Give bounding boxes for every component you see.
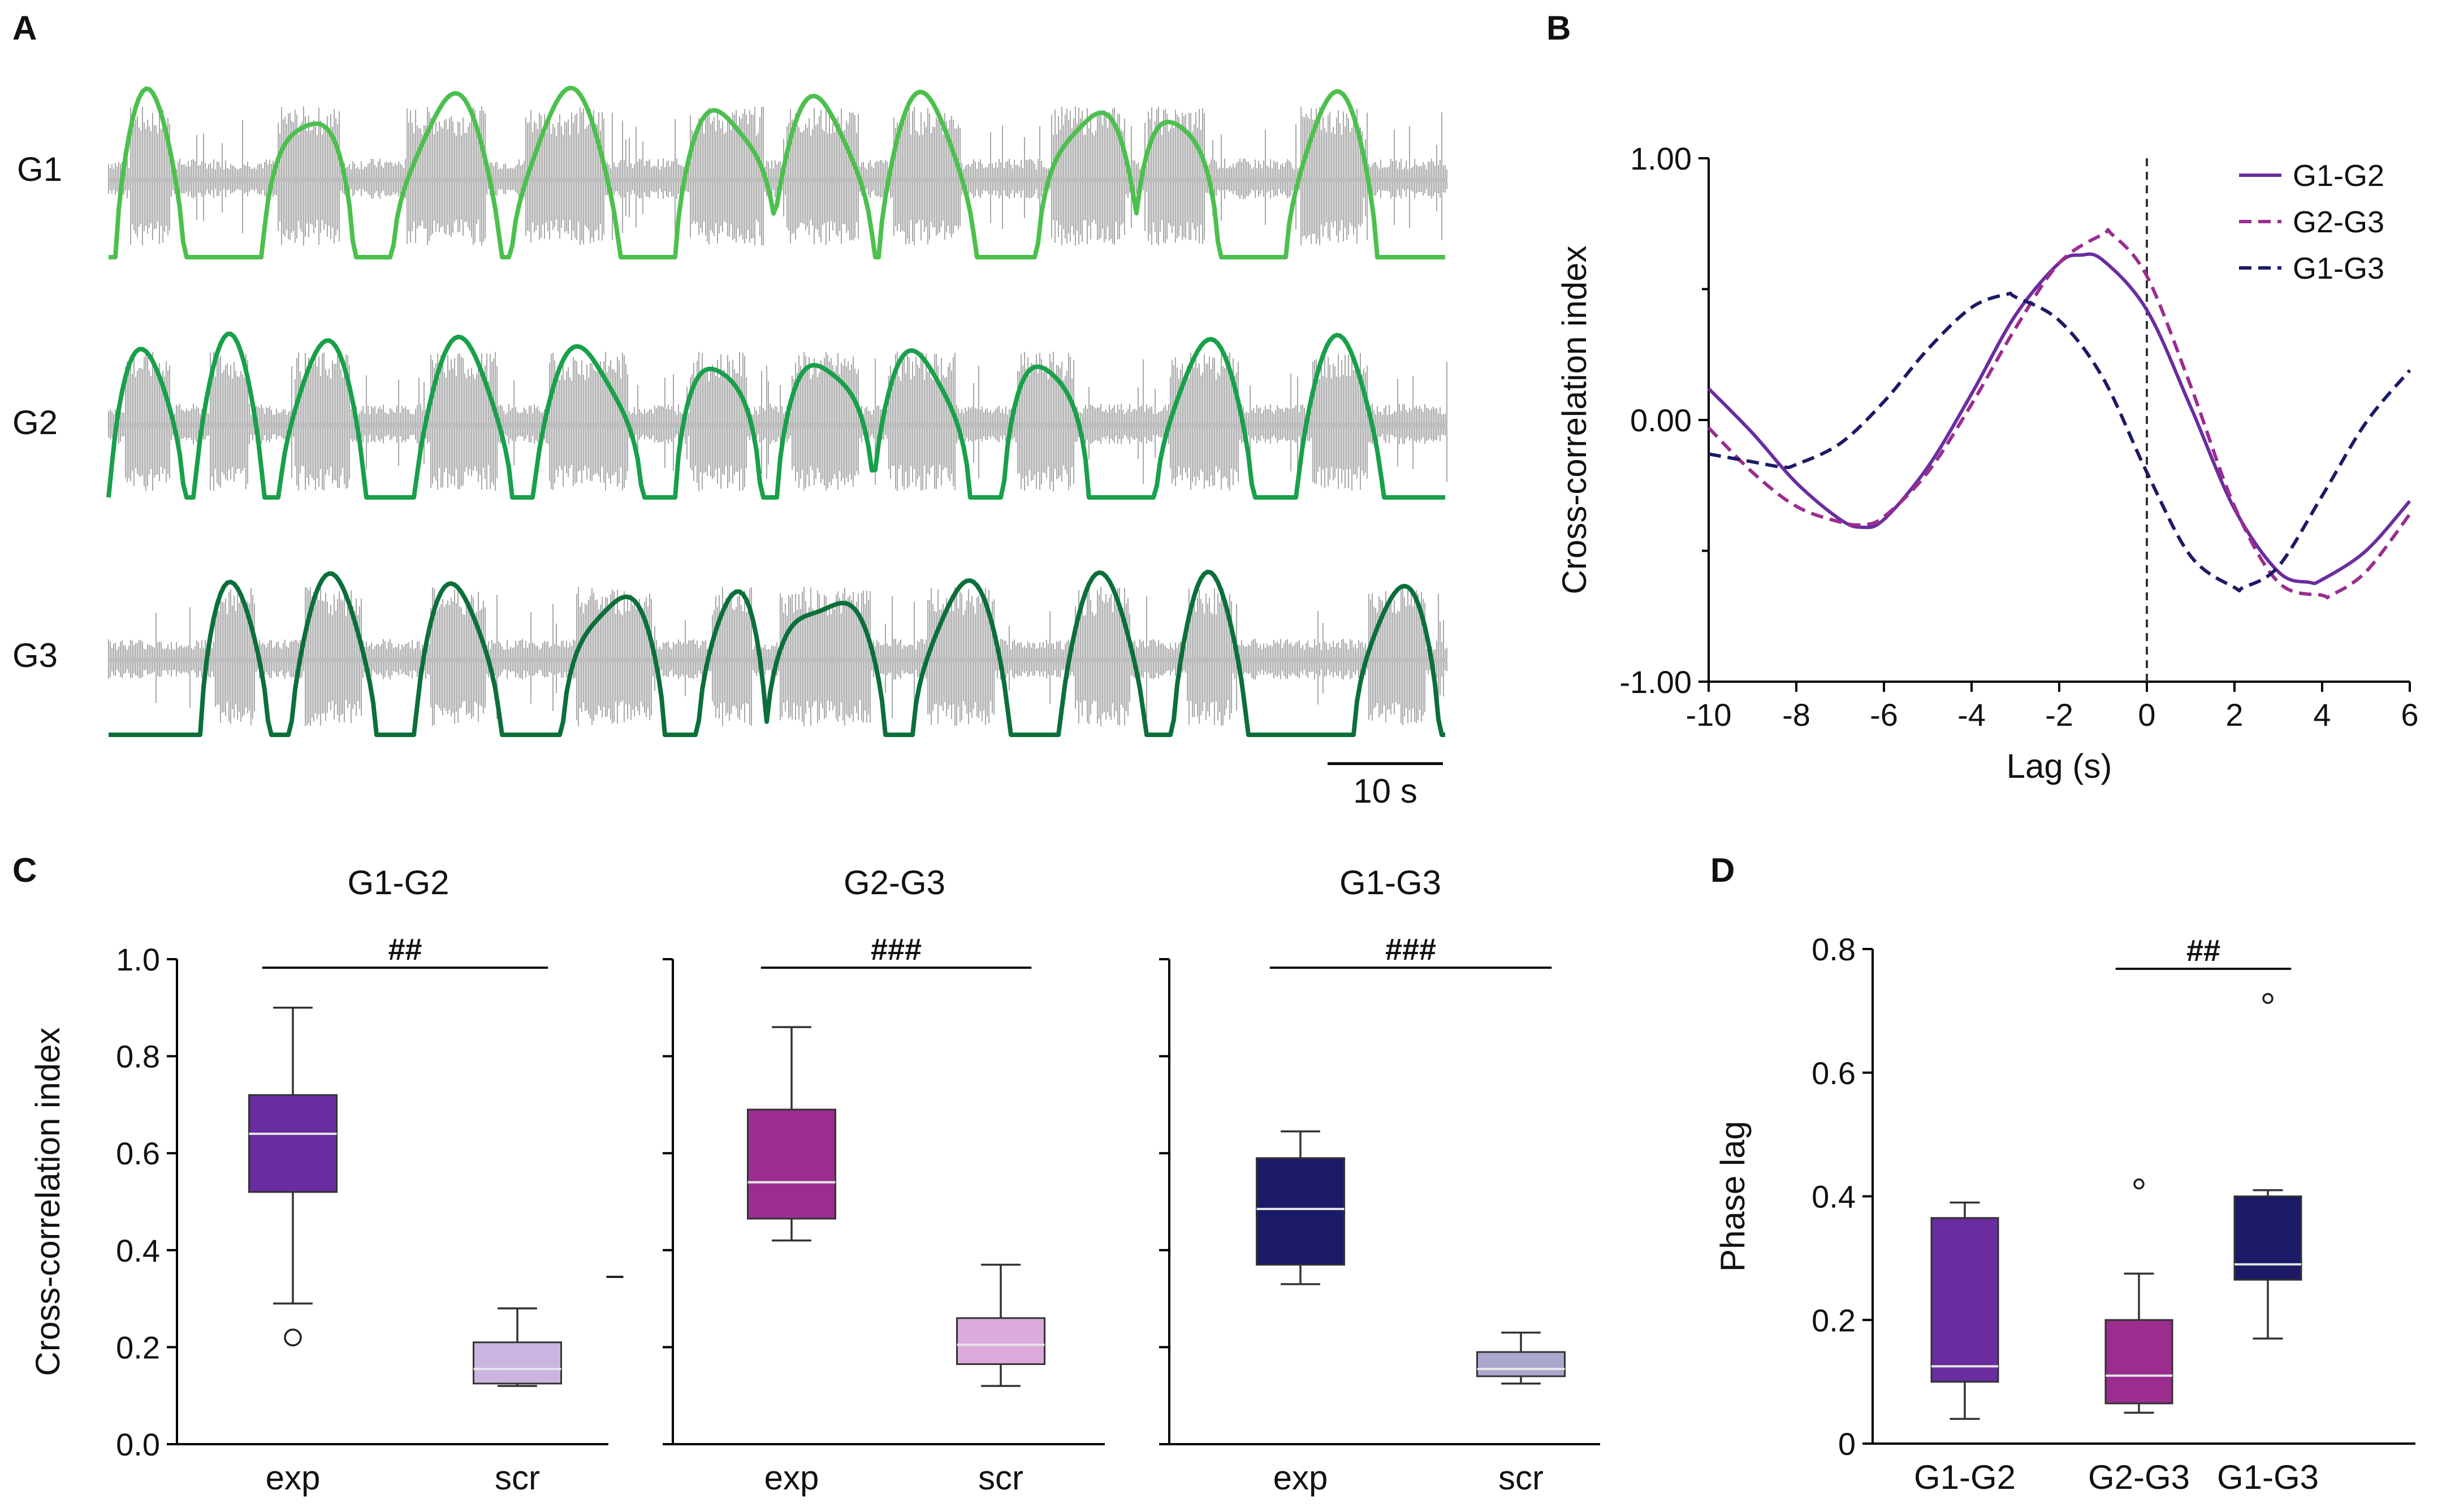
scale-bar-label: 10 s <box>1353 772 1417 810</box>
outlier-point <box>2262 993 2274 1004</box>
trace-label-g3: G3 <box>12 636 58 674</box>
ytick-label: 1.0 <box>116 942 160 977</box>
x-category-label: G2-G3 <box>2088 1458 2190 1496</box>
c-y-axis-label: Cross-correlation index <box>29 1028 67 1376</box>
ytick-label: 0.6 <box>1812 1055 1856 1091</box>
envelope-g1 <box>109 85 1445 259</box>
b-xtick-label: 2 <box>2225 697 2243 733</box>
envelope-g3 <box>109 569 1445 737</box>
box-exp <box>1256 1157 1345 1266</box>
b-ytick-label: -1.00 <box>1619 664 1692 700</box>
box-exp <box>248 1094 338 1193</box>
significance-label: ### <box>871 933 922 967</box>
ytick-label: 0.2 <box>116 1329 160 1365</box>
ytick-label: 0 <box>1838 1426 1856 1462</box>
x-category-label: G1-G2 <box>1914 1458 2016 1496</box>
panel-b-cross-correlation: -1.00 0.00 1.00 -10 -8 -6 -4 -2 0 2 4 6 Lag (s) Cross… <box>1555 141 2419 785</box>
b-series-line-g2-g3 <box>1707 228 2411 600</box>
subplot-title: G1-G3 <box>1339 864 1441 902</box>
b-xtick-label: -6 <box>1870 697 1898 733</box>
panel-a-traces: G1 G2 G3 10 s <box>12 85 1447 810</box>
b-ytick-label: 0.00 <box>1630 402 1692 438</box>
outlier-point <box>2133 1178 2145 1190</box>
d-y-axis-label: Phase lag <box>1714 1121 1752 1272</box>
b-series-line-g1-g3 <box>1708 291 2411 593</box>
trace-label-g1: G1 <box>17 150 62 188</box>
b-ytick-label: 1.00 <box>1630 141 1692 176</box>
panel-d-phase-lag: 0 0.2 0.4 0.6 0.8 G1-G2 G2-G3 G1-G3 ## Phase lag <box>1714 932 2415 1496</box>
box-G1-G3 <box>2233 1195 2302 1281</box>
ytick-label: 0.6 <box>116 1136 160 1171</box>
raw-trace-g1 <box>108 106 1447 246</box>
panel-label-a: A <box>12 9 37 47</box>
ytick-label: 0.4 <box>116 1233 160 1268</box>
box-G1-G2 <box>1930 1217 1999 1383</box>
b-x-axis-label: Lag (s) <box>2007 747 2112 785</box>
subplot-title: G2-G3 <box>844 864 945 902</box>
ytick-label: 0.8 <box>1812 932 1856 967</box>
b-y-axis-label: Cross-correlation index <box>1555 246 1593 595</box>
b-xtick-label: -2 <box>2045 697 2073 733</box>
subplot-title: G1-G2 <box>347 864 449 902</box>
ytick-label: 0.4 <box>1812 1179 1856 1215</box>
x-category-label: scr <box>1498 1459 1544 1497</box>
b-xtick-label: -4 <box>1957 697 1986 733</box>
outlier-point <box>284 1328 302 1346</box>
trace-label-g2: G2 <box>12 404 58 441</box>
x-category-label: exp <box>764 1459 819 1497</box>
panel-label-d: D <box>1710 851 1735 889</box>
x-category-label: exp <box>266 1459 321 1497</box>
ytick-label: 0.0 <box>116 1427 160 1462</box>
x-category-label: scr <box>495 1459 540 1497</box>
b-series-line-g1-g2 <box>1707 252 2411 586</box>
box-exp <box>747 1108 836 1220</box>
panel-label-c: C <box>12 851 37 889</box>
b-xtick-label: 4 <box>2313 697 2331 733</box>
b-legend-label-g1-g3: G1-G3 <box>2293 252 2384 285</box>
box-G2-G3 <box>2104 1319 2173 1405</box>
significance-label: ### <box>1385 933 1436 967</box>
ytick-label: 0.2 <box>1812 1302 1856 1338</box>
envelope-g2 <box>106 331 1445 500</box>
b-legend-label-g2-g3: G2-G3 <box>2293 205 2384 239</box>
b-xtick-label: -8 <box>1782 697 1810 733</box>
b-legend-label-g1-g2: G1-G2 <box>2293 159 2384 193</box>
significance-label: ## <box>388 933 422 967</box>
b-xtick-label: 0 <box>2138 697 2155 733</box>
panel-c-boxplots: 0.0 0.2 0.4 0.6 0.8 1.0 exp scr ## G1-G2 exp scr ###… <box>29 864 1600 1497</box>
box-scr <box>956 1317 1045 1365</box>
b-xtick-label: -10 <box>1686 697 1732 733</box>
x-category-label: scr <box>978 1459 1023 1497</box>
significance-label: ## <box>2186 934 2220 968</box>
c-subplot-g2-g3: exp scr ### G2-G3 <box>663 864 1105 1497</box>
ytick-label: 0.8 <box>116 1039 160 1075</box>
box-scr <box>473 1341 562 1385</box>
panel-label-b: B <box>1546 9 1571 47</box>
x-category-label: exp <box>1273 1459 1328 1497</box>
c-subplot-g1-g2: 0.0 0.2 0.4 0.6 0.8 1.0 exp scr ## G1-G2 <box>116 864 624 1497</box>
box-scr <box>1476 1351 1566 1377</box>
b-xtick-label: 6 <box>2401 697 2418 733</box>
x-category-label: G1-G3 <box>2217 1458 2319 1496</box>
c-subplot-g1-g3: exp scr ### G1-G3 <box>1159 864 1600 1497</box>
